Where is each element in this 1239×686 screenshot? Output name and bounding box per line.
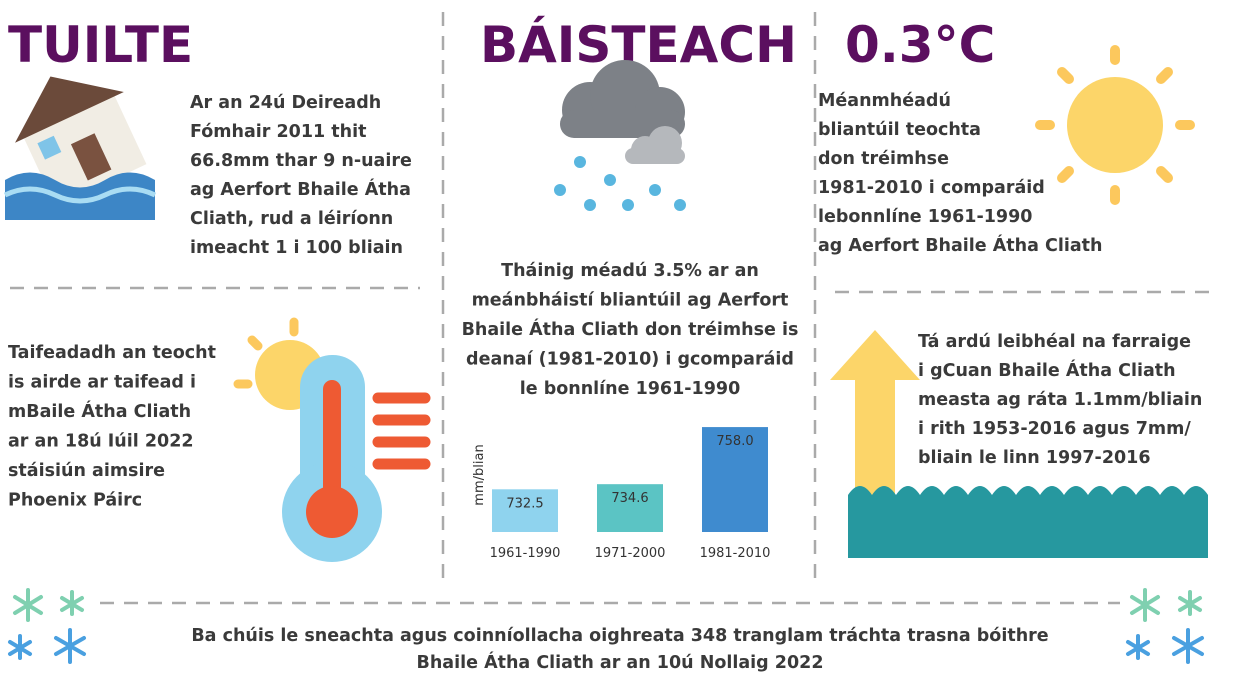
sun-icon [1035, 45, 1195, 205]
heat-text: Phoenix Páirc [8, 491, 142, 511]
temperature-text: don tréimhse [818, 149, 949, 169]
rain-text: Bhaile Átha Cliath don tréimhse is [462, 318, 799, 340]
thermometer-icon [233, 317, 431, 562]
value-label: 758.0 [716, 434, 753, 449]
heat-text: Taifeadadh an teocht [8, 343, 216, 363]
temperature-text: 1981-2010 i comparáid [818, 178, 1045, 198]
x-tick-label: 1961-1990 [490, 546, 561, 561]
flood-title: TUILTE [8, 16, 193, 74]
snow-icons [8, 588, 1204, 664]
temperature-text: Méanmhéadú [818, 91, 951, 111]
flood-text: Ar an 24ú Deireadh [190, 93, 381, 113]
rain-text: deanaí (1981-2010) i gcomparáid [466, 350, 794, 370]
sea-icon [830, 330, 1208, 558]
bar [702, 427, 768, 532]
temperature-text: ag Aerfort Bhaile Átha Cliath [818, 234, 1103, 256]
heat-text: stáisiún aimsire [8, 461, 165, 481]
sea-text: i gCuan Bhaile Átha Cliath [918, 359, 1176, 381]
value-label: 734.6 [611, 491, 648, 506]
flood-text: Cliath, rud a léiríonn [190, 209, 393, 229]
x-tick-label: 1971-2000 [595, 546, 666, 561]
snow-text: Ba chúis le sneachta agus coinníollacha … [191, 626, 1048, 646]
rain-text: meánbháistí bliantúil ag Aerfort [472, 291, 789, 311]
y-axis-label: mm/blian [472, 444, 487, 505]
heat-text: is airde ar taifead i [8, 373, 196, 393]
flood-icon [3, 76, 157, 220]
flood-text: Fómhair 2011 thit [190, 122, 366, 142]
temperature-text: lebonnlíne 1961-1990 [818, 207, 1032, 227]
temp-title: 0.3°C [845, 16, 995, 74]
sea-text: Tá ardú leibhéal na farraige [918, 332, 1191, 352]
bar [597, 484, 663, 532]
x-tick-label: 1981-2010 [700, 546, 771, 561]
flood-text: 66.8mm thar 9 n-uaire [190, 151, 412, 171]
snow-text: Bhaile Átha Cliath ar an 10ú Nollaig 202… [417, 651, 824, 673]
sea-text: measta ag ráta 1.1mm/bliain [918, 390, 1202, 410]
value-label: 732.5 [506, 496, 543, 511]
rain-text: Tháinig méadú 3.5% ar an [501, 261, 759, 281]
rain-icon [554, 60, 686, 211]
flood-text: ag Aerfort Bhaile Átha [190, 178, 411, 200]
temperature-text: bliantúil teochta [818, 120, 981, 140]
heat-text: ar an 18ú Iúil 2022 [8, 432, 194, 452]
sea-text: i rith 1953-2016 agus 7mm/ [918, 419, 1191, 439]
sea-text: bliain le linn 1997-2016 [918, 448, 1151, 468]
bar [492, 489, 558, 532]
heat-text: mBaile Átha Cliath [8, 400, 191, 422]
flood-text: imeacht 1 i 100 bliain [190, 238, 403, 258]
rain-text: le bonnlíne 1961-1990 [520, 379, 741, 399]
